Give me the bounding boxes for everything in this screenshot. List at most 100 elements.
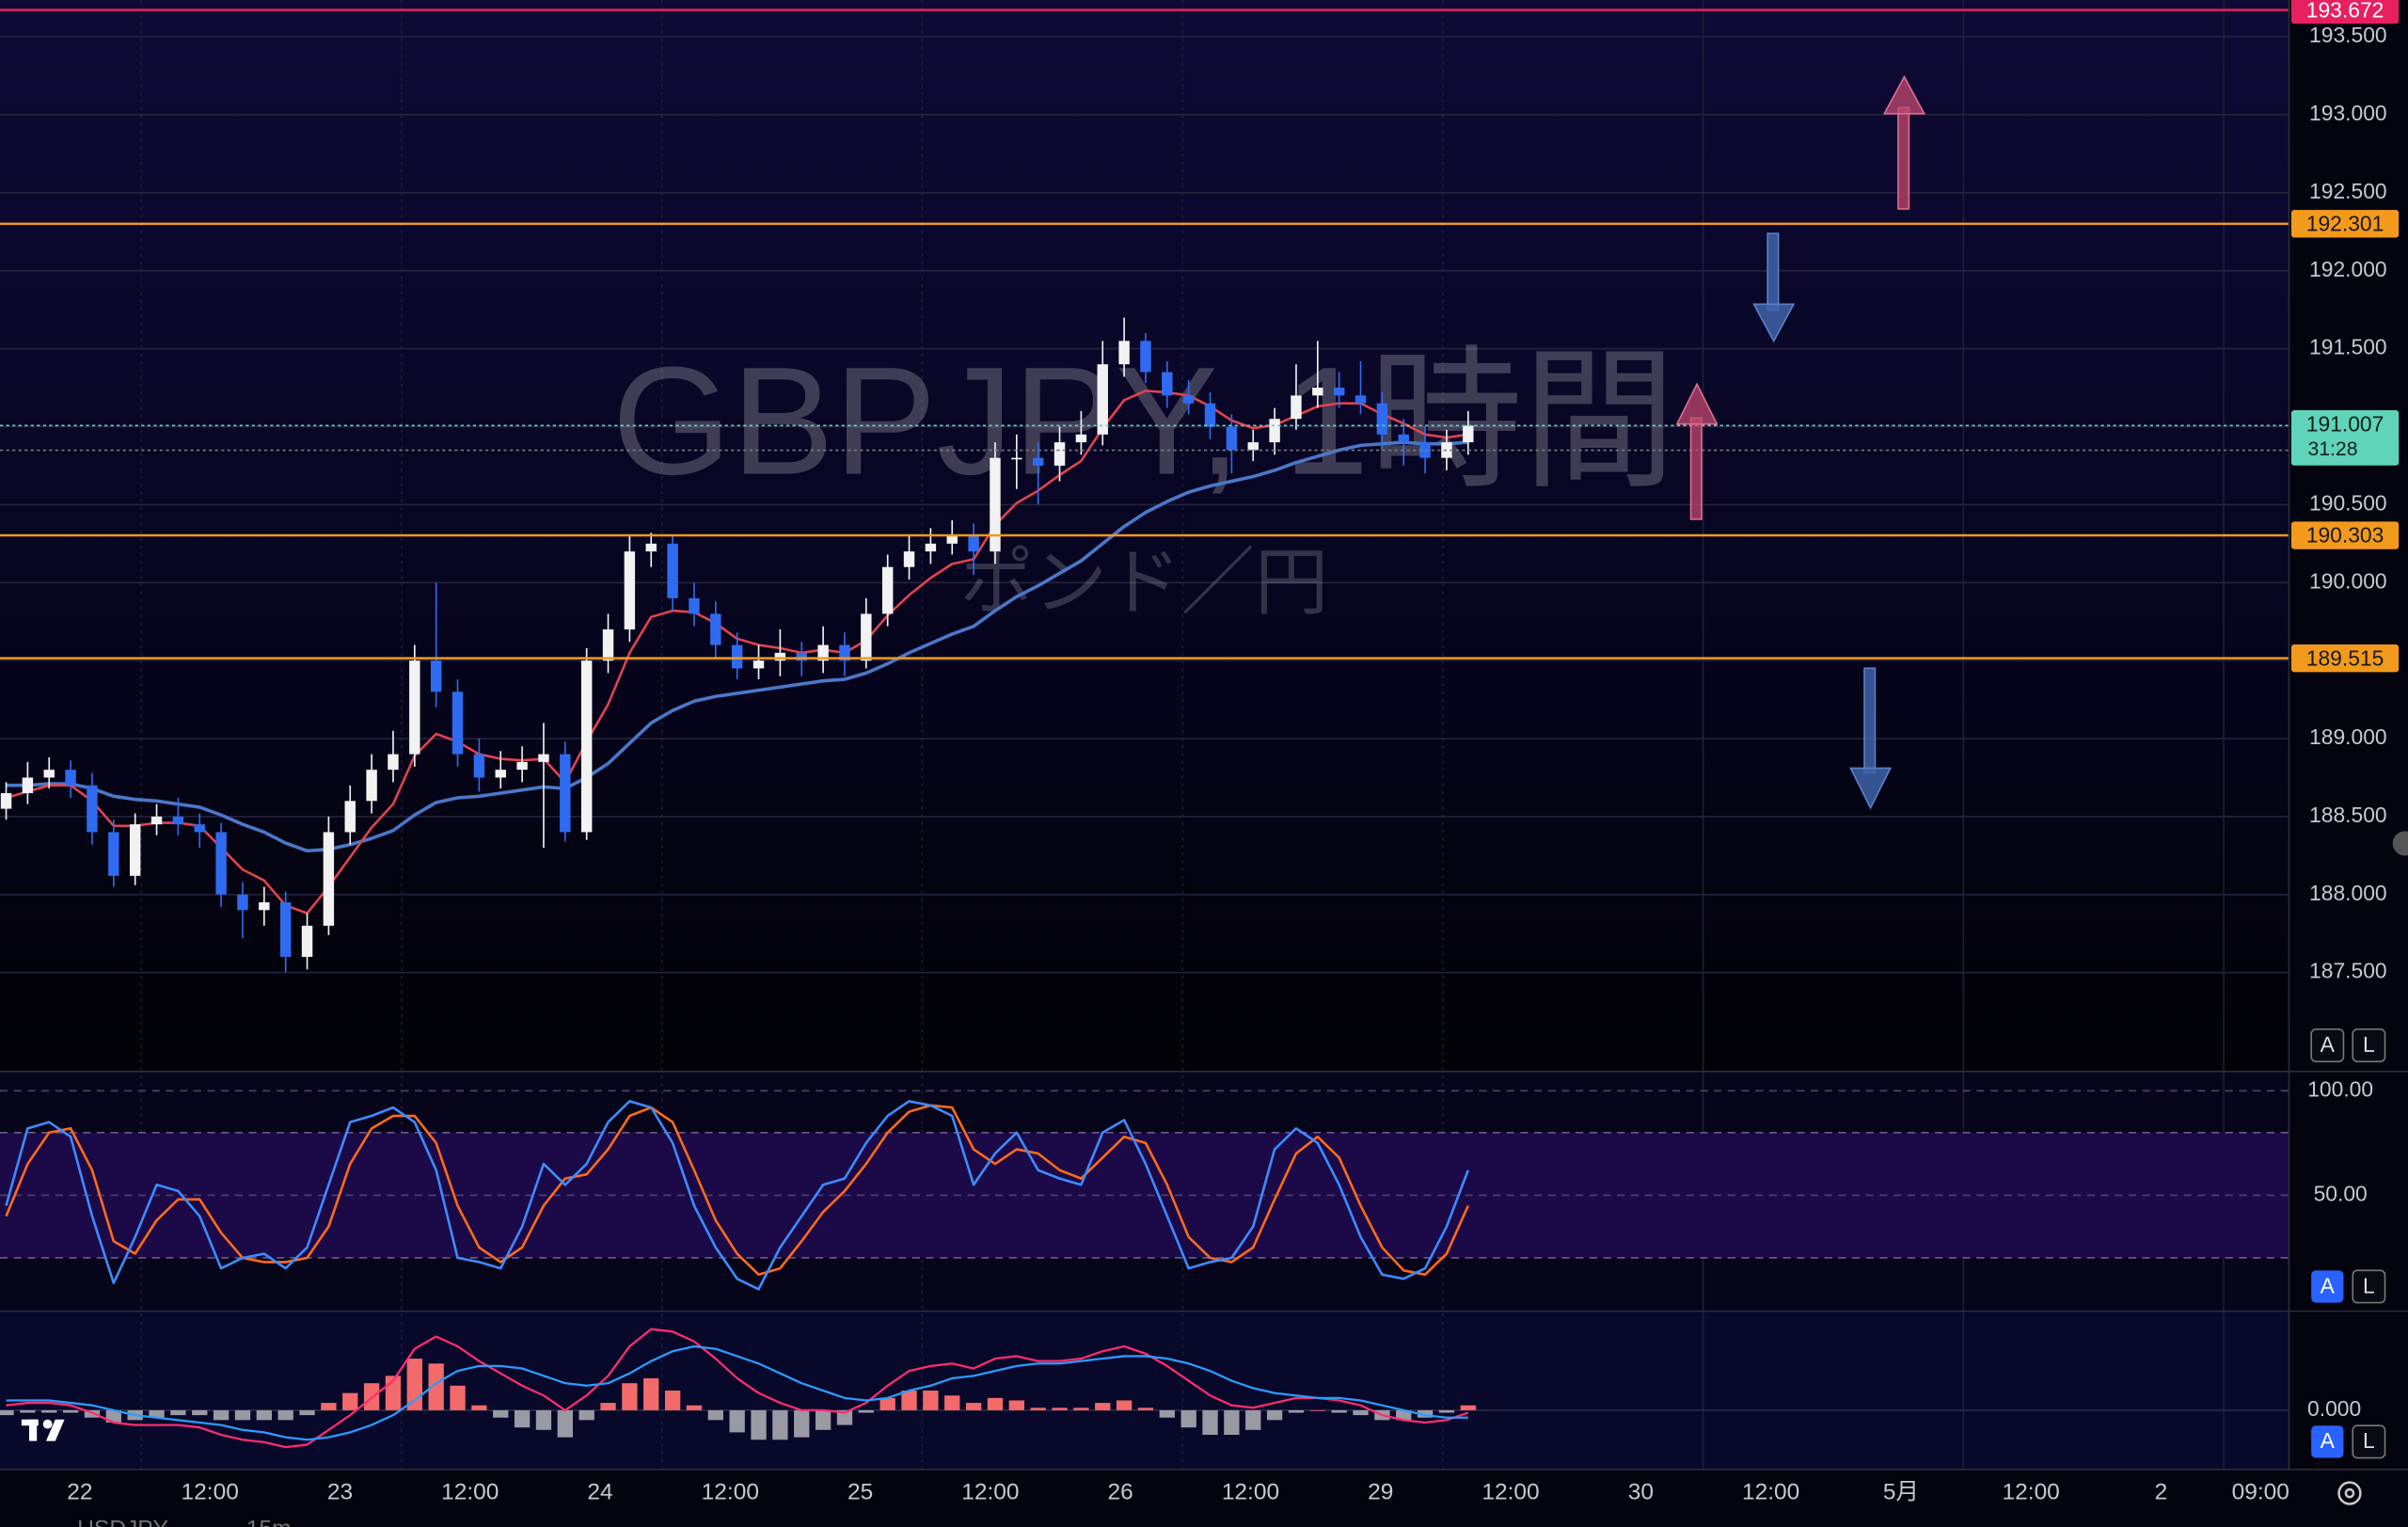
histogram-bar [600, 1403, 616, 1410]
histogram-bar [256, 1409, 272, 1421]
candle-body [279, 902, 292, 958]
candle-body [968, 535, 979, 552]
candle-body [817, 644, 829, 661]
histogram-bar [578, 1409, 594, 1421]
settings-icon[interactable] [2344, 1487, 2355, 1499]
candle-body [689, 597, 700, 614]
arrow-up [1675, 382, 1719, 520]
auto-button[interactable] [2311, 1270, 2344, 1303]
candle-body [1182, 395, 1195, 404]
y-tick-label: 50.00 [2314, 1181, 2368, 1205]
histogram-bar [1137, 1408, 1154, 1410]
candle-body [1226, 426, 1238, 451]
y-tick-label: 193.500 [2309, 23, 2387, 47]
candle-body [344, 801, 356, 833]
scale-buttons-macd[interactable]: A L [2311, 1424, 2386, 1459]
footer-symbol[interactable]: USDJPY [77, 1517, 168, 1527]
log-button-label[interactable]: L [2363, 1032, 2375, 1057]
scale-buttons-stoch[interactable]: A L [2311, 1269, 2386, 1304]
candle-body [366, 770, 377, 802]
x-tick-label: 26 [1108, 1480, 1133, 1505]
settings-icon[interactable] [2337, 1481, 2362, 1505]
logo-part [42, 1419, 53, 1429]
x-tick-label: 29 [1368, 1480, 1393, 1505]
y-tick-label: 192.500 [2309, 179, 2387, 203]
candle-body [1247, 442, 1259, 451]
footer-interval[interactable]: 15m [246, 1517, 292, 1527]
level-label-bg [2290, 644, 2400, 673]
log-button[interactable] [2352, 1028, 2386, 1063]
histogram-bar [944, 1395, 960, 1410]
auto-button-label[interactable]: A [2321, 1273, 2336, 1297]
candle-body [1075, 434, 1087, 443]
histogram-bar [493, 1409, 509, 1418]
auto-button-label[interactable]: A [2321, 1032, 2336, 1057]
y-tick-label: 191.500 [2309, 335, 2387, 359]
candle-body [430, 660, 442, 692]
candle-body [108, 832, 119, 876]
last-price-label: 191.007 [2306, 411, 2384, 436]
candle-body [624, 551, 636, 629]
level-label: 190.303 [2306, 523, 2384, 548]
x-tick-label: 12:00 [1481, 1480, 1539, 1505]
auto-button[interactable] [2310, 1028, 2345, 1063]
histogram-bar [428, 1363, 444, 1410]
histogram-bar [1396, 1409, 1412, 1421]
candle-body [602, 628, 614, 661]
histogram-bar [751, 1409, 767, 1440]
histogram-bar [858, 1409, 874, 1413]
candle-body [1140, 341, 1151, 373]
level-label: 189.515 [2306, 645, 2384, 670]
log-button[interactable] [2352, 1269, 2386, 1304]
y-tick-label: 190.500 [2309, 490, 2387, 515]
candle-body [538, 754, 549, 762]
histogram-bar [1073, 1408, 1089, 1410]
histogram-bar [1266, 1409, 1283, 1421]
countdown-label: 31:28 [2307, 438, 2357, 460]
histogram-bar [1095, 1403, 1111, 1410]
histogram-bar [1460, 1405, 1476, 1410]
log-button-label[interactable]: L [2363, 1428, 2375, 1453]
candle-body [1162, 372, 1173, 396]
x-tick-label: 12:00 [1742, 1480, 1799, 1505]
level-label-bg [2290, 0, 2400, 24]
candle-body [796, 652, 807, 661]
settings-button[interactable] [2337, 1481, 2362, 1505]
candle-body [495, 770, 506, 778]
grid [0, 0, 2289, 1469]
candle-body [903, 551, 915, 567]
histogram-bar [406, 1359, 422, 1410]
auto-button-label[interactable]: A [2321, 1428, 2336, 1453]
auto-button[interactable] [2311, 1425, 2344, 1458]
candle-body [1376, 403, 1388, 435]
histogram-bar [1331, 1409, 1347, 1413]
candle-body [452, 692, 464, 755]
candle-body [667, 543, 678, 598]
histogram-bar [664, 1391, 681, 1410]
histogram-bar [815, 1409, 832, 1430]
log-button-label[interactable]: L [2363, 1273, 2375, 1297]
candle-body [388, 754, 399, 771]
y-tick-label: 188.000 [2309, 881, 2387, 905]
candle-body [215, 832, 227, 895]
x-tick-label: 12:00 [2003, 1480, 2060, 1505]
histogram-bar [20, 1409, 36, 1413]
candle-body [22, 777, 34, 794]
candle-body [645, 543, 657, 552]
histogram-bar [1288, 1409, 1305, 1413]
ma-slow [6, 440, 1468, 853]
histogram-bar [471, 1405, 487, 1410]
histogram-bar [535, 1409, 552, 1430]
log-button[interactable] [2352, 1424, 2386, 1459]
histogram-bar [1159, 1409, 1175, 1418]
scroll-handle[interactable] [2392, 831, 2408, 856]
tradingview-logo [21, 1419, 65, 1441]
candle-body [172, 816, 184, 825]
histogram-bar [213, 1409, 230, 1421]
x-tick-label: 25 [848, 1480, 873, 1505]
pane-separators [0, 0, 2408, 1471]
x-tick-label: 2 [2155, 1480, 2168, 1505]
candle-body [150, 816, 163, 825]
scale-buttons-main[interactable]: A L [2310, 1028, 2386, 1063]
candle-body [1398, 434, 1409, 443]
